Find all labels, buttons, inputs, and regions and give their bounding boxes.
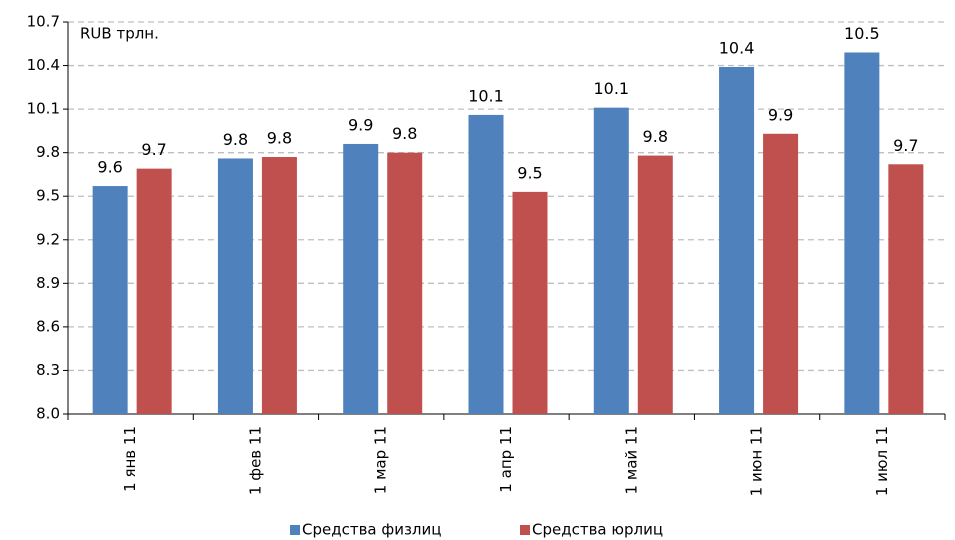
legend-label: Средства физлиц [302, 521, 441, 539]
bar [92, 186, 128, 414]
y-tick-label: 10.1 [27, 100, 60, 118]
y-tick-label: 9.8 [36, 143, 60, 161]
data-label: 9.8 [267, 129, 292, 148]
bar [763, 133, 799, 414]
data-label: 10.5 [844, 24, 880, 43]
bar [136, 168, 172, 414]
bar [387, 152, 423, 414]
data-label: 9.5 [517, 163, 542, 182]
bar [637, 155, 673, 414]
bar [261, 157, 297, 414]
y-tick-label: 9.2 [36, 230, 60, 248]
data-label: 10.1 [468, 86, 504, 105]
bar [719, 67, 755, 414]
x-tick-label: 1 мар 11 [372, 426, 390, 494]
legend-label: Средства юрлиц [532, 521, 663, 539]
y-tick-label: 8.3 [36, 361, 60, 379]
data-label: 9.8 [392, 124, 417, 143]
x-tick-label: 1 июл 11 [873, 426, 891, 496]
bar [844, 52, 880, 414]
x-tick-label: 1 фев 11 [246, 426, 264, 495]
legend-swatch [290, 525, 300, 535]
data-label: 9.7 [893, 136, 918, 155]
data-label: 9.7 [141, 140, 166, 159]
x-tick-label: 1 май 11 [622, 426, 640, 494]
bar [593, 107, 629, 415]
y-tick-label: 8.6 [36, 317, 60, 335]
axis-unit: RUB трлн. [80, 25, 159, 43]
y-tick-label: 8.9 [36, 274, 60, 292]
data-label: 9.8 [223, 130, 248, 149]
y-tick-label: 10.4 [27, 56, 60, 74]
bar [512, 191, 548, 414]
bar [217, 158, 253, 414]
y-tick-label: 9.5 [36, 187, 60, 205]
x-tick-label: 1 янв 11 [121, 426, 139, 492]
data-label: 9.6 [97, 158, 122, 177]
x-tick-label: 1 июн 11 [748, 426, 766, 496]
bar [888, 164, 924, 414]
data-label: 9.9 [348, 115, 373, 134]
x-tick-label: 1 апр 11 [497, 426, 515, 493]
data-label: 10.1 [593, 79, 629, 98]
data-label: 10.4 [719, 39, 755, 58]
bar [468, 114, 504, 414]
y-tick-label: 10.7 [27, 13, 60, 31]
bar [343, 143, 379, 414]
data-label: 9.9 [768, 105, 793, 124]
y-tick-label: 8.0 [36, 405, 60, 423]
data-label: 9.8 [643, 127, 668, 146]
legend-swatch [520, 525, 530, 535]
